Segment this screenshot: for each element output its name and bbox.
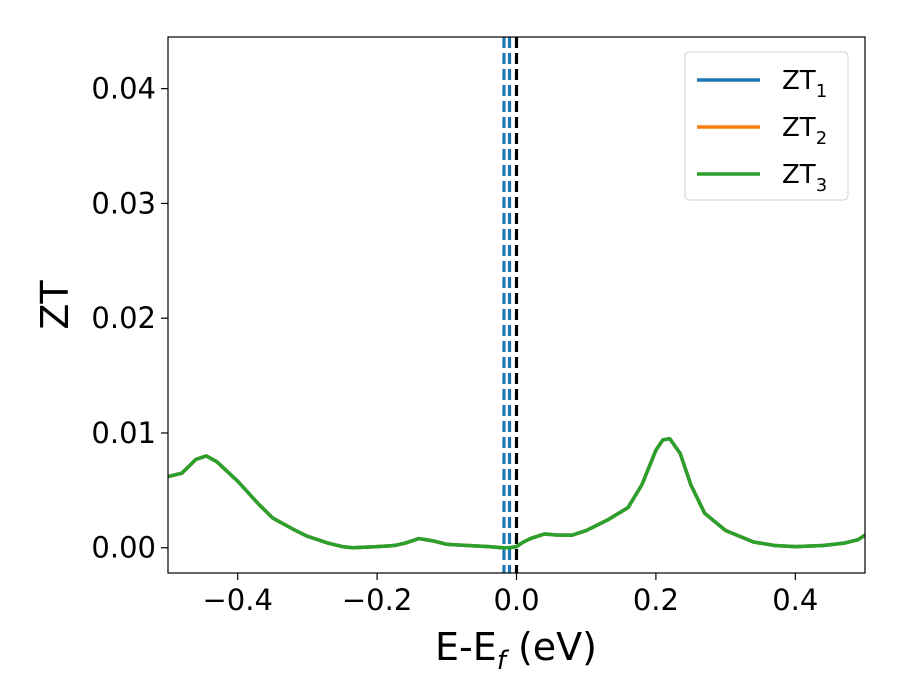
legend: ZT1 ZT2 ZT3 (684, 51, 849, 201)
series-line-zt3 (168, 436, 865, 550)
x-tick-label: 0.4 (772, 583, 818, 617)
y-tick-label: 0.02 (91, 301, 156, 335)
x-tick-label: −0.4 (202, 583, 272, 617)
legend-box (684, 51, 849, 201)
y-tick-label: 0.03 (91, 186, 156, 220)
y-axis-title: ZT (33, 280, 77, 330)
x-tick-label: −0.2 (342, 583, 412, 617)
legend-label-zt2: ZT2 (782, 113, 827, 149)
legend-label-zt3: ZT3 (782, 160, 827, 196)
x-axis-title: E-Ef (eV) (435, 625, 597, 676)
y-tick-label: 0.01 (91, 416, 156, 450)
x-tick-label: 0.2 (633, 583, 679, 617)
legend-label-zt1: ZT1 (782, 66, 827, 102)
y-tick-label: 0.00 (91, 531, 156, 565)
y-tick-label: 0.04 (91, 72, 156, 106)
x-tick-label: 0.0 (493, 583, 539, 617)
